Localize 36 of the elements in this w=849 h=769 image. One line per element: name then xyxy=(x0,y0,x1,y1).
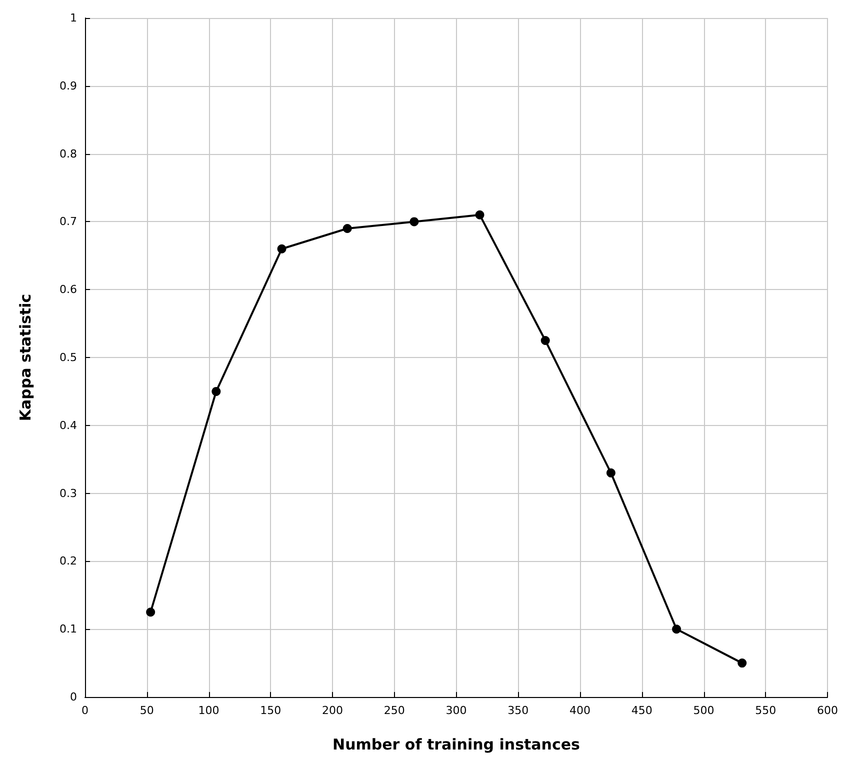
x-axis-title: Number of training instances xyxy=(332,736,580,754)
x-tick-label: 150 xyxy=(260,704,282,717)
point xyxy=(606,468,616,478)
point xyxy=(212,386,221,396)
point xyxy=(277,244,286,254)
y-tick-label: 0.4 xyxy=(60,418,77,432)
x-tick-label: 50 xyxy=(140,704,154,717)
y-tick-label: 0.7 xyxy=(60,215,77,228)
x-tick-label: 350 xyxy=(508,704,529,717)
y-axis-title: Kappa statistic xyxy=(16,294,34,422)
x-tick-label: 200 xyxy=(322,704,343,717)
x-tick-label: 0 xyxy=(82,704,88,717)
y-tick-label: 0.6 xyxy=(60,283,77,296)
x-tick-label: 500 xyxy=(693,704,714,717)
point xyxy=(672,624,682,634)
y-tick-label: 0.8 xyxy=(60,147,77,160)
point xyxy=(342,224,352,233)
x-tick-label: 600 xyxy=(817,704,838,717)
y-tick-label: 0.9 xyxy=(60,79,77,92)
y-tick-label: 0.2 xyxy=(60,554,77,568)
y-tick-label: 0 xyxy=(70,690,77,704)
x-tick-label: 400 xyxy=(570,704,590,717)
y-tick-label: 1 xyxy=(70,12,77,24)
y-tick-label: 0.1 xyxy=(60,622,77,636)
x-tick-label: 100 xyxy=(198,704,220,717)
x-tick-label: 450 xyxy=(631,704,652,717)
x-tick-label: 300 xyxy=(446,704,467,717)
y-tick-label: 0.3 xyxy=(60,486,77,500)
point xyxy=(146,608,156,617)
y-tick-label: 0.5 xyxy=(60,351,77,364)
point xyxy=(540,336,550,346)
point xyxy=(410,217,419,226)
point xyxy=(475,210,484,220)
point xyxy=(738,658,747,668)
x-tick-label: 550 xyxy=(755,704,776,717)
x-tick-label: 250 xyxy=(384,704,405,717)
